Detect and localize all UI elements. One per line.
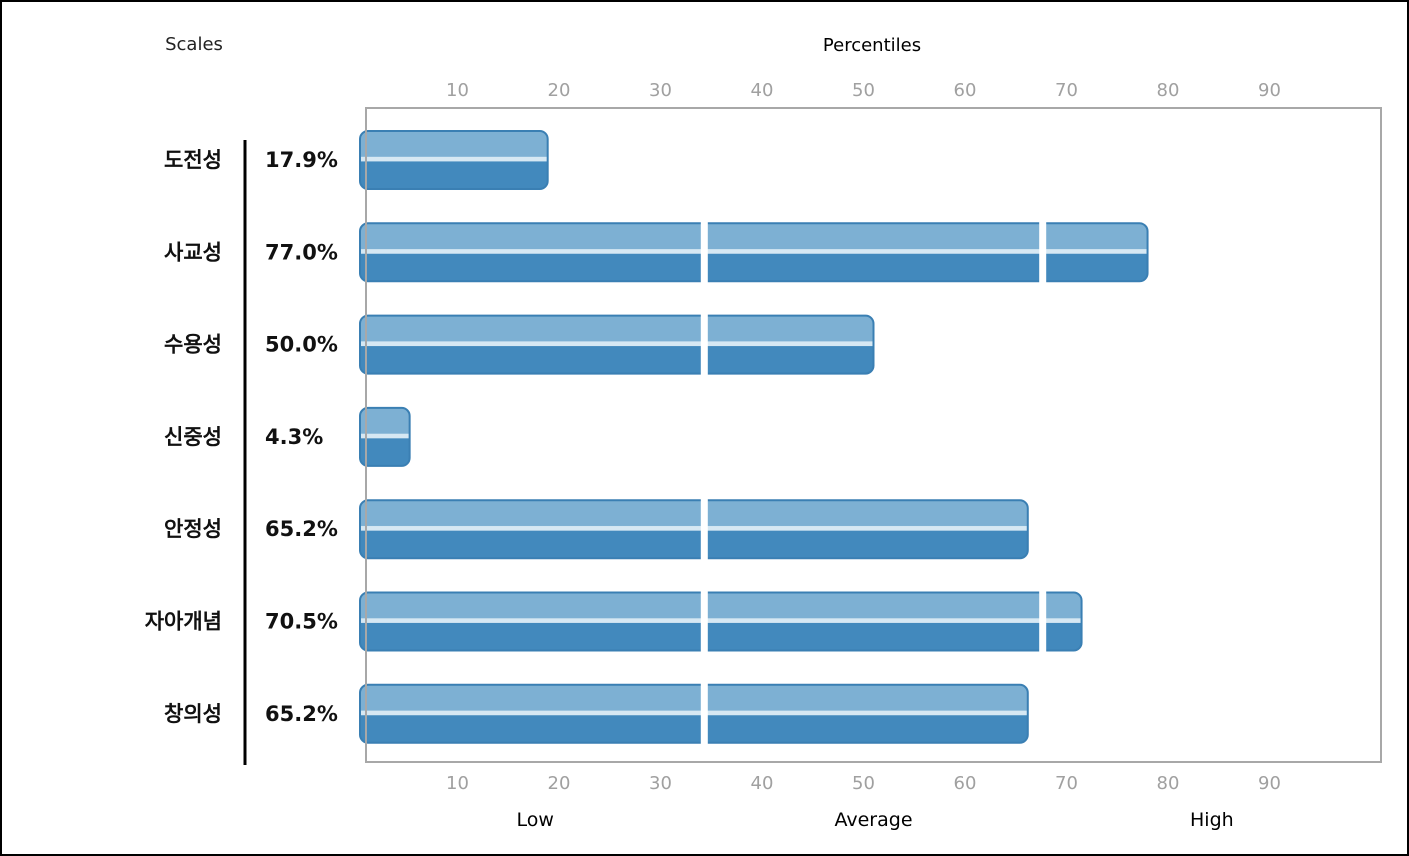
band-label: High <box>1190 809 1234 831</box>
bar <box>359 314 875 375</box>
bar <box>359 499 1029 560</box>
top-tick-label: 10 <box>446 80 469 101</box>
bar <box>359 406 411 467</box>
plot-area <box>365 107 1382 763</box>
value-label: 17.9% <box>265 148 338 172</box>
bottom-tick-label: 90 <box>1258 773 1281 794</box>
value-label: 50.0% <box>265 333 338 357</box>
x-axis-title: Percentiles <box>823 35 921 56</box>
bottom-tick-label: 80 <box>1157 773 1180 794</box>
bottom-tick-label: 50 <box>852 773 875 794</box>
value-label: 65.2% <box>265 517 338 541</box>
band-dividers <box>365 107 1382 763</box>
bottom-tick-label: 40 <box>751 773 774 794</box>
category-label: 도전성 <box>164 148 222 172</box>
band-label: Low <box>516 809 553 831</box>
top-tick-label: 40 <box>751 80 774 101</box>
bottom-tick-label: 30 <box>649 773 672 794</box>
value-label: 77.0% <box>265 240 338 264</box>
category-label: 신중성 <box>164 425 222 449</box>
scales-label: Scales <box>165 34 223 55</box>
top-tick-labels: 10 20 30 40 50 60 70 80 90 <box>446 80 1281 101</box>
band-label: Average <box>834 809 912 831</box>
plot-border <box>365 107 1382 763</box>
bar <box>359 591 1083 652</box>
value-label: 65.2% <box>265 702 338 726</box>
band-divider <box>700 110 708 760</box>
top-tick-label: 90 <box>1258 80 1281 101</box>
bottom-tick-labels: 10 20 30 40 50 60 70 80 90 <box>446 773 1281 794</box>
top-tick-label: 80 <box>1157 80 1180 101</box>
category-label: 안정성 <box>164 517 222 541</box>
category-label: 수용성 <box>164 333 222 357</box>
top-tick-label: 60 <box>954 80 977 101</box>
value-label: 70.5% <box>265 610 338 634</box>
top-tick-label: 70 <box>1055 80 1078 101</box>
bar <box>359 222 1149 283</box>
category-label: 자아개념 <box>145 610 222 634</box>
bottom-tick-label: 70 <box>1055 773 1078 794</box>
bottom-tick-label: 60 <box>954 773 977 794</box>
category-label: 창의성 <box>164 702 222 726</box>
value-label: 4.3% <box>265 425 323 449</box>
bars-group <box>359 130 1149 744</box>
bar <box>359 130 549 190</box>
band-divider <box>1039 110 1047 760</box>
top-tick-label: 50 <box>852 80 875 101</box>
bottom-tick-label: 10 <box>446 773 469 794</box>
value-labels: 17.9% 77.0% 50.0% 4.3% 65.2% 70.5% 65.2% <box>265 148 338 726</box>
top-tick-label: 30 <box>649 80 672 101</box>
bar <box>359 683 1029 744</box>
category-label: 사교성 <box>164 240 222 264</box>
top-tick-label: 20 <box>548 80 571 101</box>
band-labels: Low Average High <box>516 809 1233 831</box>
bottom-tick-label: 20 <box>548 773 571 794</box>
